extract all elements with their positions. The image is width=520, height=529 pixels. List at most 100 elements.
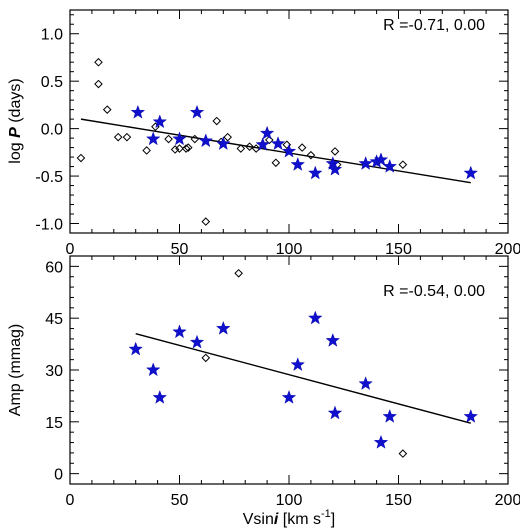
diamond-point — [122, 132, 132, 142]
y-tick-label: 45 — [45, 311, 63, 328]
diamond-point — [183, 143, 193, 152]
star-point — [281, 143, 297, 158]
y-tick-label: 1.0 — [41, 27, 63, 44]
x-tick-label: 200 — [495, 492, 520, 509]
star-point — [152, 390, 168, 404]
diamond-point — [282, 140, 292, 150]
star-point — [290, 157, 305, 171]
x-tick-label: 150 — [385, 241, 412, 258]
bottom-panel-correlation-label: R =-0.54, 0.00 — [383, 283, 485, 300]
star-point — [216, 136, 231, 150]
star-point — [382, 409, 397, 423]
star-point — [281, 390, 297, 404]
y-tick-label: 0.5 — [41, 74, 63, 91]
top-panel-tick-labels: 0 50 100 150 200 -1.0 -0.5 0.0 0.5 1.0 — [35, 27, 520, 258]
star-point — [373, 152, 389, 167]
x-tick-label: 0 — [66, 241, 75, 258]
star-point — [290, 357, 305, 371]
star-point — [308, 310, 323, 325]
bottom-panel-ticks — [69, 255, 509, 485]
star-point — [152, 114, 168, 129]
diamond-point — [94, 57, 103, 67]
diamond-point — [306, 150, 316, 160]
y-tick-label: 0 — [54, 467, 63, 484]
star-point — [128, 341, 143, 356]
diamond-point — [212, 116, 222, 126]
fit-line — [80, 118, 471, 184]
y-tick-label: 60 — [45, 259, 63, 276]
x-tick-label: 0 — [66, 492, 75, 509]
star-point — [146, 131, 161, 146]
bottom-panel-y-axis-title: Amp (mmag) — [7, 324, 24, 416]
x-tick-label: 50 — [171, 241, 189, 258]
bottom-panel-fit — [135, 333, 471, 424]
star-point — [325, 156, 341, 170]
star-point — [463, 165, 478, 180]
diamond-point — [113, 132, 123, 142]
diamond-point — [201, 353, 211, 363]
diamond-point — [181, 144, 191, 153]
diamond-point — [170, 145, 180, 154]
diamond-point — [102, 105, 112, 114]
star-point — [172, 324, 187, 339]
diamond-point — [164, 134, 173, 144]
bottom-panel-points — [128, 268, 478, 458]
star-point — [198, 133, 213, 148]
diamond-point — [76, 153, 86, 163]
top-panel-period: 0 50 100 150 200 -1.0 -0.5 0.0 0.5 1.0 log P (day… — [7, 9, 520, 258]
top-panel-points — [76, 57, 478, 226]
diamond-point — [251, 144, 261, 153]
star-point — [270, 136, 286, 150]
diamond-point — [271, 158, 281, 168]
bottom-panel-amplitude: 0 50 100 150 200 0 15 30 45 60 Amp (mmag) Vsini [… — [7, 255, 520, 528]
y-tick-label: -1.0 — [35, 217, 63, 234]
star-point — [463, 409, 478, 423]
star-point — [130, 104, 146, 119]
x-tick-label: 150 — [385, 492, 412, 509]
y-tick-label: 15 — [45, 415, 63, 432]
diamond-point — [190, 134, 200, 144]
diamond-point — [264, 135, 274, 145]
star-point — [325, 333, 341, 347]
top-panel-ticks — [69, 10, 509, 234]
star-point — [259, 125, 275, 140]
diamond-point — [398, 449, 408, 458]
star-point — [327, 161, 343, 176]
diamond-point — [236, 144, 246, 153]
diamond-point — [297, 143, 307, 152]
x-tick-label: 200 — [495, 241, 520, 258]
top-panel-correlation-label: R =-0.71, 0.00 — [383, 17, 485, 34]
diamond-point — [201, 217, 211, 226]
fit-line — [135, 333, 471, 424]
star-point — [308, 165, 323, 180]
diamond-point — [142, 146, 151, 155]
diamond-point — [94, 79, 103, 89]
star-point — [358, 376, 373, 390]
x-tick-label: 50 — [171, 492, 189, 509]
star-point — [358, 156, 373, 170]
star-point — [189, 104, 205, 119]
top-panel-fit — [80, 118, 471, 184]
x-tick-label: 100 — [276, 241, 303, 258]
bottom-panel-tick-labels: 0 50 100 150 200 0 15 30 45 60 — [45, 259, 520, 509]
diamond-point — [245, 142, 254, 151]
star-point — [382, 158, 397, 173]
diamond-point — [223, 132, 232, 142]
diamond-point — [398, 160, 408, 169]
diamond-point — [234, 268, 243, 278]
star-point — [327, 405, 343, 420]
star-point — [146, 362, 161, 377]
x-tick-label: 100 — [276, 492, 303, 509]
diamond-point — [175, 144, 184, 153]
y-tick-label: 0.0 — [41, 122, 63, 139]
star-point — [172, 131, 187, 146]
star-point — [255, 137, 270, 151]
star-point — [189, 334, 205, 349]
top-panel-y-axis-title: log P (days) — [7, 78, 24, 163]
top-panel-frame — [69, 9, 509, 234]
star-point — [373, 434, 389, 449]
star-point — [216, 320, 231, 335]
y-tick-label: -0.5 — [35, 169, 63, 186]
diamond-point — [330, 147, 340, 156]
